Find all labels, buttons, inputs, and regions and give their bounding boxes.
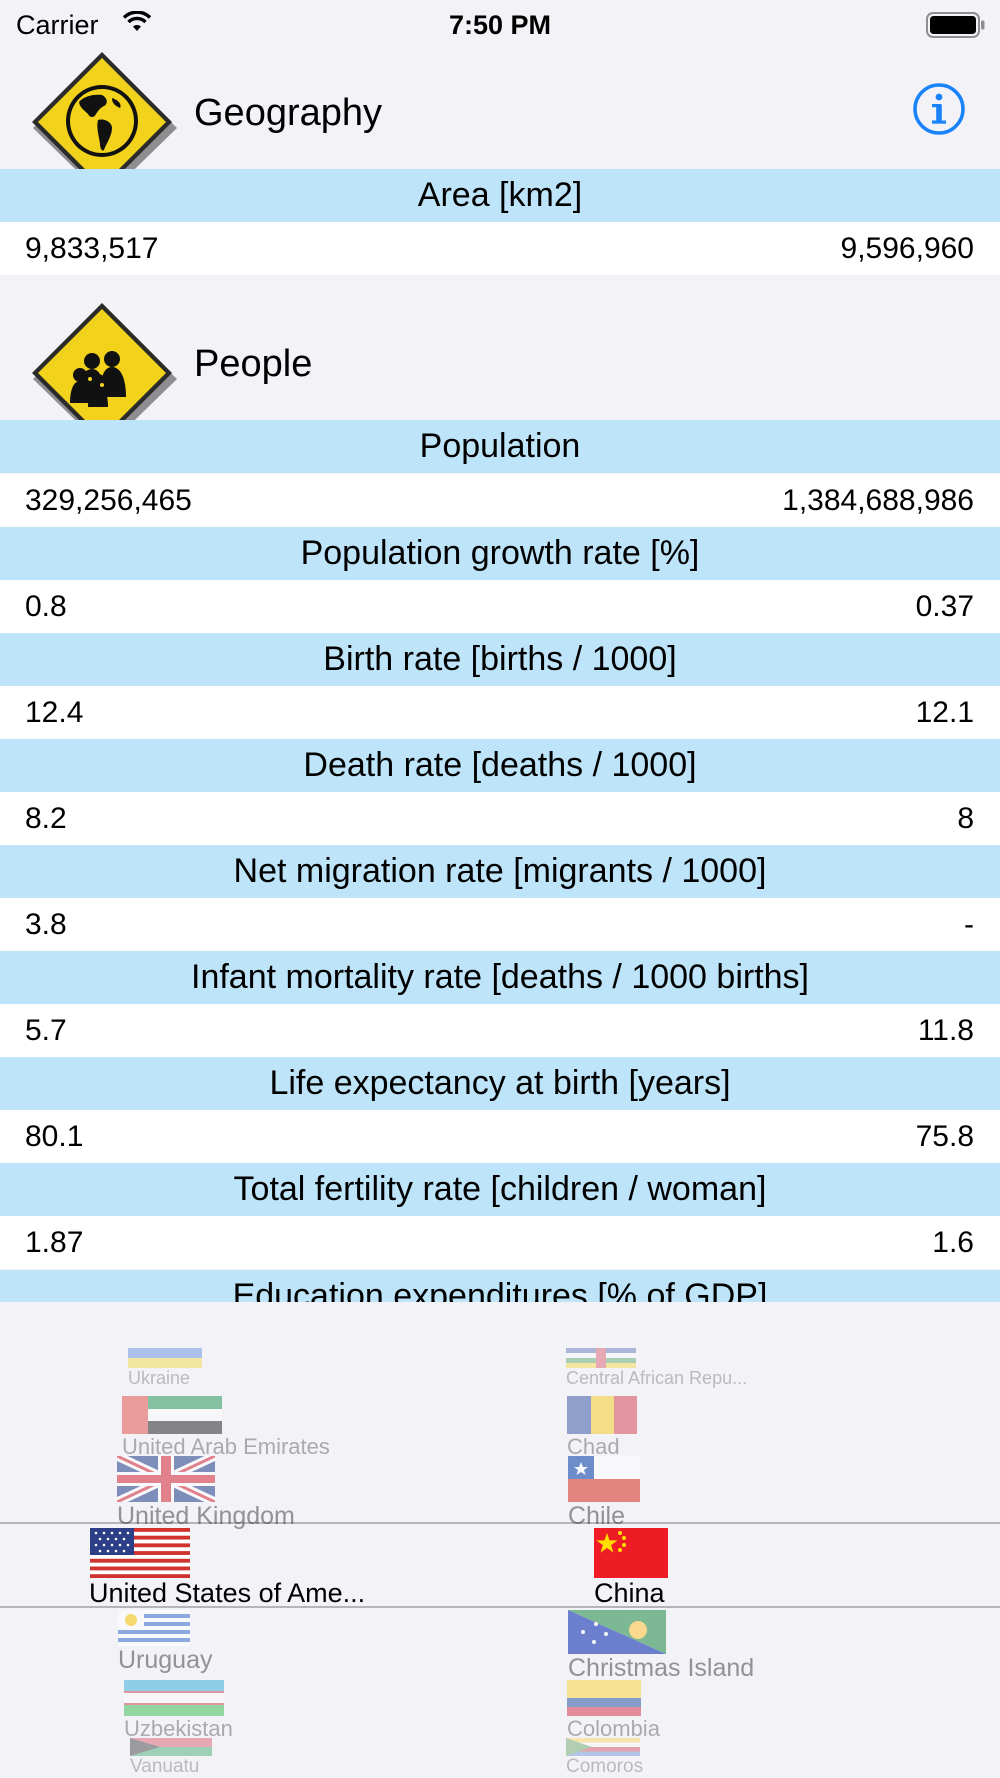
stat-value-left: 80.1 <box>25 1120 84 1153</box>
comparison-scroll-view[interactable]: Geography Area [km2] 9,833,517 9,596,960 <box>0 0 1000 1302</box>
stat-row-fertility-rate: 1.87 1.6 <box>0 1216 1000 1269</box>
central-african-republic-flag-icon <box>566 1348 636 1368</box>
picker-right-item[interactable]: Colombia <box>567 1680 660 1742</box>
picker-right-label: Central African Repu... <box>566 1368 748 1388</box>
picker-right-item[interactable]: Comoros <box>566 1738 643 1778</box>
country-picker[interactable]: Ukraine United Arab Emirates United King… <box>0 1302 1000 1778</box>
united-kingdom-flag-icon <box>117 1456 215 1502</box>
china-flag-icon <box>594 1528 668 1578</box>
stat-label-net-migration: Net migration rate [migrants / 1000] <box>0 845 1000 898</box>
picker-left-item-selected[interactable]: United States of Ame... <box>89 1528 365 1609</box>
stat-label-birth-rate: Birth rate [births / 1000] <box>0 633 1000 686</box>
stat-value-left: 5.7 <box>25 1014 67 1047</box>
picker-left-item[interactable]: United Arab Emirates <box>122 1396 330 1460</box>
stat-value-right: - <box>964 908 974 941</box>
section-title-geography: Geography <box>194 92 383 134</box>
picker-selection-bottom-line <box>0 1606 1000 1608</box>
picker-right-item[interactable]: Chile <box>568 1456 640 1531</box>
picker-right-label: Comoros <box>566 1756 644 1777</box>
chad-flag-icon <box>567 1396 637 1434</box>
vanuatu-flag-icon <box>130 1738 212 1756</box>
picker-left-label: United States of Ame... <box>89 1578 366 1608</box>
picker-left-item[interactable]: Ukraine <box>128 1348 202 1389</box>
stat-value-right: 1,384,688,986 <box>782 484 974 517</box>
picker-left-label: United Kingdom <box>117 1502 295 1530</box>
uruguay-flag-icon <box>118 1610 190 1646</box>
picker-left-label: United Arab Emirates <box>122 1434 330 1459</box>
picker-right-label: Christmas Island <box>568 1654 755 1682</box>
status-bar: Carrier 7:50 PM <box>0 0 1000 50</box>
comoros-flag-icon <box>566 1738 640 1756</box>
stat-value-right: 75.8 <box>915 1120 974 1153</box>
picker-left-item[interactable]: Uruguay <box>118 1610 213 1675</box>
stat-value-right: 9,596,960 <box>840 232 974 265</box>
info-icon[interactable] <box>912 82 966 136</box>
picker-left-label: Ukraine <box>128 1368 191 1388</box>
stat-value-left: 329,256,465 <box>25 484 192 517</box>
stat-value-left: 3.8 <box>25 908 67 941</box>
stat-value-left: 1.87 <box>25 1226 84 1259</box>
stat-row-infant-mortality: 5.7 11.8 <box>0 1004 1000 1057</box>
united-arab-emirates-flag-icon <box>122 1396 222 1434</box>
united-states-flag-icon <box>90 1528 190 1578</box>
stat-row-population-growth: 0.8 0.37 <box>0 580 1000 633</box>
people-group-icon <box>32 303 177 449</box>
stat-value-left: 9,833,517 <box>25 232 159 265</box>
uzbekistan-flag-icon <box>124 1680 224 1716</box>
picker-left-item[interactable]: United Kingdom <box>117 1456 295 1531</box>
stat-label-death-rate: Death rate [deaths / 1000] <box>0 739 1000 792</box>
clock: 7:50 PM <box>448 10 552 40</box>
stat-value-right: 0.37 <box>915 590 974 623</box>
picker-left-label: Uzbekistan <box>124 1716 233 1741</box>
stat-label-population-growth: Population growth rate [%] <box>0 527 1000 580</box>
globe-americas-icon <box>32 52 177 198</box>
picker-right-label: Chad <box>567 1434 620 1459</box>
stat-value-right: 11.8 <box>917 1014 974 1047</box>
stat-value-right: 8 <box>957 802 974 835</box>
stat-row-death-rate: 8.2 8 <box>0 792 1000 845</box>
picker-left-label: Vanuatu <box>130 1756 200 1777</box>
stat-row-birth-rate: 12.4 12.1 <box>0 686 1000 739</box>
stat-row-life-expectancy: 80.1 75.8 <box>0 1110 1000 1163</box>
picker-right-item[interactable]: Christmas Island <box>568 1610 754 1683</box>
stat-label-fertility-rate: Total fertility rate [children / woman] <box>0 1163 1000 1216</box>
stat-value-right: 12.1 <box>915 696 974 729</box>
picker-right-label: Colombia <box>567 1716 660 1741</box>
stat-label-area: Area [km2] <box>0 169 1000 222</box>
picker-right-item[interactable]: Chad <box>567 1396 637 1460</box>
carrier-label: Carrier <box>16 10 99 40</box>
picker-left-item[interactable]: Vanuatu <box>130 1738 212 1778</box>
stat-label-infant-mortality: Infant mortality rate [deaths / 1000 bir… <box>0 951 1000 1004</box>
stat-label-life-expectancy: Life expectancy at birth [years] <box>0 1057 1000 1110</box>
picker-right-label: Chile <box>568 1502 625 1530</box>
christmas-island-flag-icon <box>568 1610 666 1654</box>
stat-value-left: 12.4 <box>25 696 84 729</box>
battery-icon <box>926 12 985 38</box>
stat-row-net-migration: 3.8 - <box>0 898 1000 951</box>
picker-selection-top-line <box>0 1522 1000 1524</box>
stat-value-right: 1.6 <box>932 1226 974 1259</box>
wifi-icon <box>122 11 152 31</box>
ukraine-flag-icon <box>128 1348 202 1368</box>
picker-right-item[interactable]: Central African Repu... <box>566 1348 747 1389</box>
section-people: People <box>0 299 1000 467</box>
stat-row-area: 9,833,517 9,596,960 <box>0 222 1000 275</box>
stat-value-left: 8.2 <box>25 802 67 835</box>
colombia-flag-icon <box>567 1680 641 1716</box>
stat-value-left: 0.8 <box>25 590 67 623</box>
chile-flag-icon <box>568 1456 640 1502</box>
picker-left-item[interactable]: Uzbekistan <box>124 1680 233 1742</box>
picker-right-item-selected[interactable]: China <box>594 1528 668 1609</box>
stat-label-population: Population <box>0 420 1000 473</box>
section-title-people: People <box>194 343 313 385</box>
picker-left-label: Uruguay <box>118 1646 213 1674</box>
stat-label-education-expenditures: Education expenditures [% of GDP] <box>0 1270 1000 1302</box>
stat-row-population: 329,256,465 1,384,688,986 <box>0 474 1000 527</box>
section-geography: Geography <box>0 48 1000 216</box>
picker-right-label: China <box>594 1578 665 1608</box>
